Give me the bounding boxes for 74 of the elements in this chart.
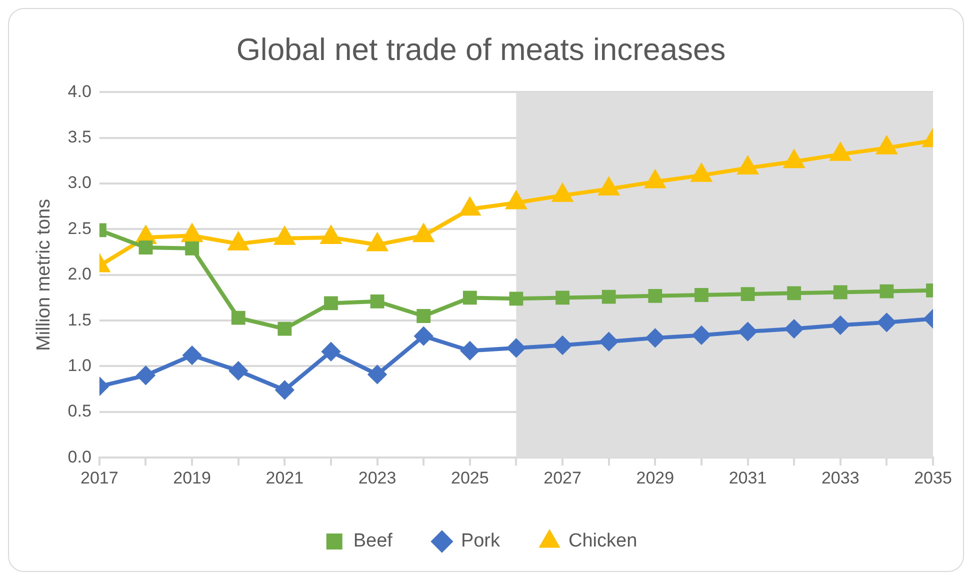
point — [645, 170, 665, 188]
y-tick-label: 0.5 — [68, 402, 92, 421]
x-tick-label: 2027 — [544, 468, 582, 488]
point — [370, 294, 384, 308]
point — [648, 288, 662, 303]
point — [368, 365, 386, 384]
y-tick-label: 4.0 — [68, 82, 92, 101]
point — [182, 224, 202, 242]
point — [185, 241, 199, 256]
y-tick-label: 3.0 — [68, 173, 92, 192]
point — [552, 184, 572, 202]
point — [509, 292, 524, 306]
y-tick-label: 3.5 — [68, 128, 92, 147]
point — [880, 284, 894, 298]
point — [507, 338, 526, 357]
point — [183, 346, 202, 364]
point — [784, 150, 804, 168]
point — [599, 178, 619, 196]
point — [738, 157, 758, 175]
point — [833, 285, 848, 300]
point — [228, 232, 248, 250]
point — [600, 332, 618, 351]
point — [830, 143, 850, 161]
point — [506, 192, 526, 210]
point — [602, 290, 616, 304]
point — [414, 327, 433, 346]
point — [738, 322, 757, 341]
point — [462, 290, 477, 305]
point — [554, 336, 572, 354]
legend-label: Chicken — [568, 530, 638, 552]
point — [831, 316, 850, 334]
point — [321, 226, 341, 244]
x-tick-label: 2035 — [914, 468, 952, 488]
x-tick-label: 2025 — [450, 468, 489, 488]
point — [556, 290, 570, 305]
y-tick-label: 0.0 — [68, 447, 92, 466]
point — [231, 310, 246, 325]
point — [138, 240, 153, 254]
y-tick-label: 1.0 — [68, 356, 92, 375]
point — [460, 198, 480, 216]
point — [694, 288, 708, 302]
point — [324, 296, 338, 310]
legend-label: Beef — [353, 530, 394, 552]
point — [785, 320, 804, 338]
point — [136, 366, 155, 384]
point — [229, 362, 248, 380]
y-axis-title: Million metric tons — [34, 198, 55, 351]
point — [322, 342, 340, 361]
x-tick-label: 2021 — [266, 468, 304, 488]
point — [278, 322, 292, 336]
x-tick-label: 2019 — [173, 468, 211, 488]
y-tick-label: 2.0 — [68, 264, 92, 284]
point — [740, 287, 755, 302]
point — [460, 342, 479, 360]
x-tick-label: 2017 — [80, 468, 118, 488]
point — [692, 326, 710, 344]
x-tick-label: 2029 — [636, 468, 674, 488]
point — [367, 234, 388, 252]
point — [276, 381, 294, 399]
point — [274, 227, 294, 245]
x-tick-label: 2023 — [358, 468, 396, 488]
point — [787, 286, 802, 300]
x-tick-label: 2033 — [821, 468, 860, 488]
point — [414, 224, 434, 242]
y-tick-label: 2.5 — [68, 218, 92, 238]
x-tick-label: 2031 — [728, 468, 767, 488]
point — [878, 313, 896, 332]
point — [416, 309, 431, 323]
point — [692, 164, 712, 182]
point — [876, 136, 896, 154]
chart-title: Global net trade of meats increases — [236, 32, 726, 68]
y-tick-label: 1.5 — [68, 310, 92, 330]
legend-label: Pork — [460, 530, 501, 552]
point — [646, 328, 664, 347]
